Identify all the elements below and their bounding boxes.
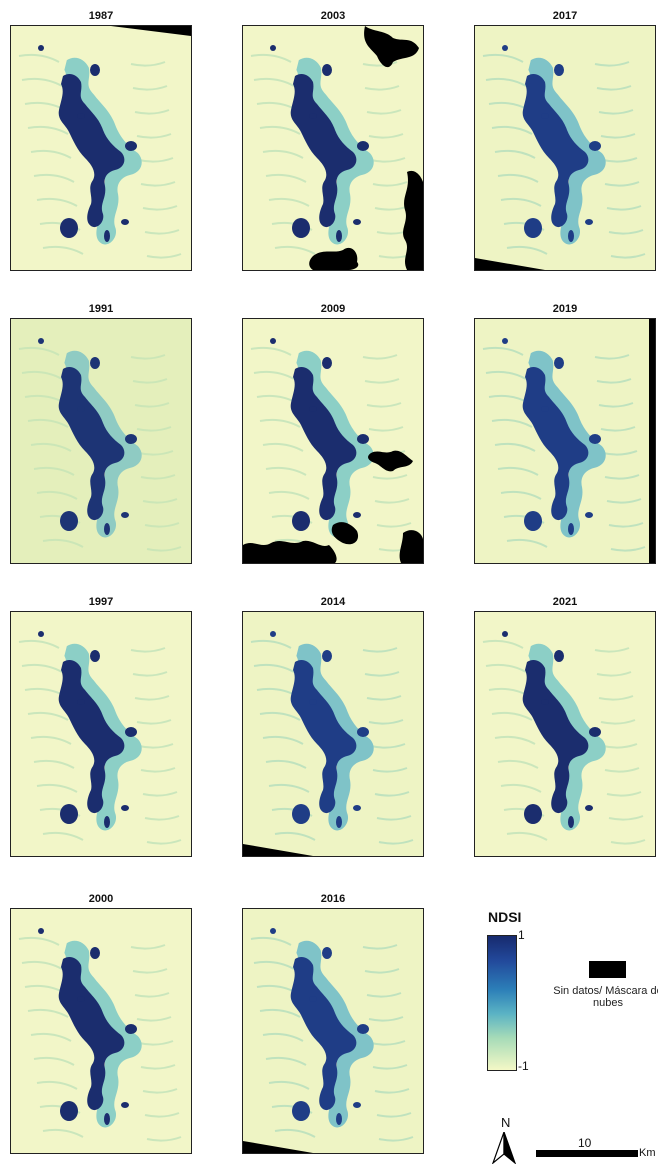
ndsi-raster	[474, 318, 656, 564]
panel-year-label: 2003	[320, 10, 346, 22]
no-data-label: Sin datos/ Máscara de nubes	[553, 985, 658, 1009]
panel-year-label: 2009	[320, 303, 346, 315]
scale-unit: Km	[639, 1147, 656, 1159]
ndsi-raster	[10, 908, 192, 1154]
ndsi-raster	[10, 25, 192, 271]
ndsi-raster	[242, 908, 424, 1154]
panel-year-label: 2016	[320, 893, 346, 905]
panel-year-label: 2000	[88, 893, 114, 905]
ramp-min-label: -1	[518, 1059, 529, 1073]
legend-title: NDSI	[488, 909, 522, 925]
panel-year-label: 1991	[88, 303, 114, 315]
scale-value: 10	[578, 1136, 592, 1150]
ndsi-raster	[474, 25, 656, 271]
ndsi-raster	[474, 611, 656, 857]
panel-year-label: 1987	[88, 10, 114, 22]
ndsi-raster	[10, 611, 192, 857]
ndsi-color-ramp	[487, 935, 517, 1071]
ndsi-raster	[10, 318, 192, 564]
no-data-swatch	[589, 961, 626, 978]
panel-year-label: 1997	[88, 596, 114, 608]
ndsi-raster	[242, 318, 424, 564]
panel-year-label: 2021	[552, 596, 578, 608]
panel-year-label: 2019	[552, 303, 578, 315]
ndsi-raster	[242, 611, 424, 857]
ndsi-raster	[242, 25, 424, 271]
panel-year-label: 2017	[552, 10, 578, 22]
ramp-max-label: 1	[518, 928, 525, 942]
scale-bar	[536, 1150, 638, 1157]
north-label: N	[501, 1115, 511, 1130]
panel-year-label: 2014	[320, 596, 346, 608]
north-arrow-icon	[492, 1132, 516, 1164]
